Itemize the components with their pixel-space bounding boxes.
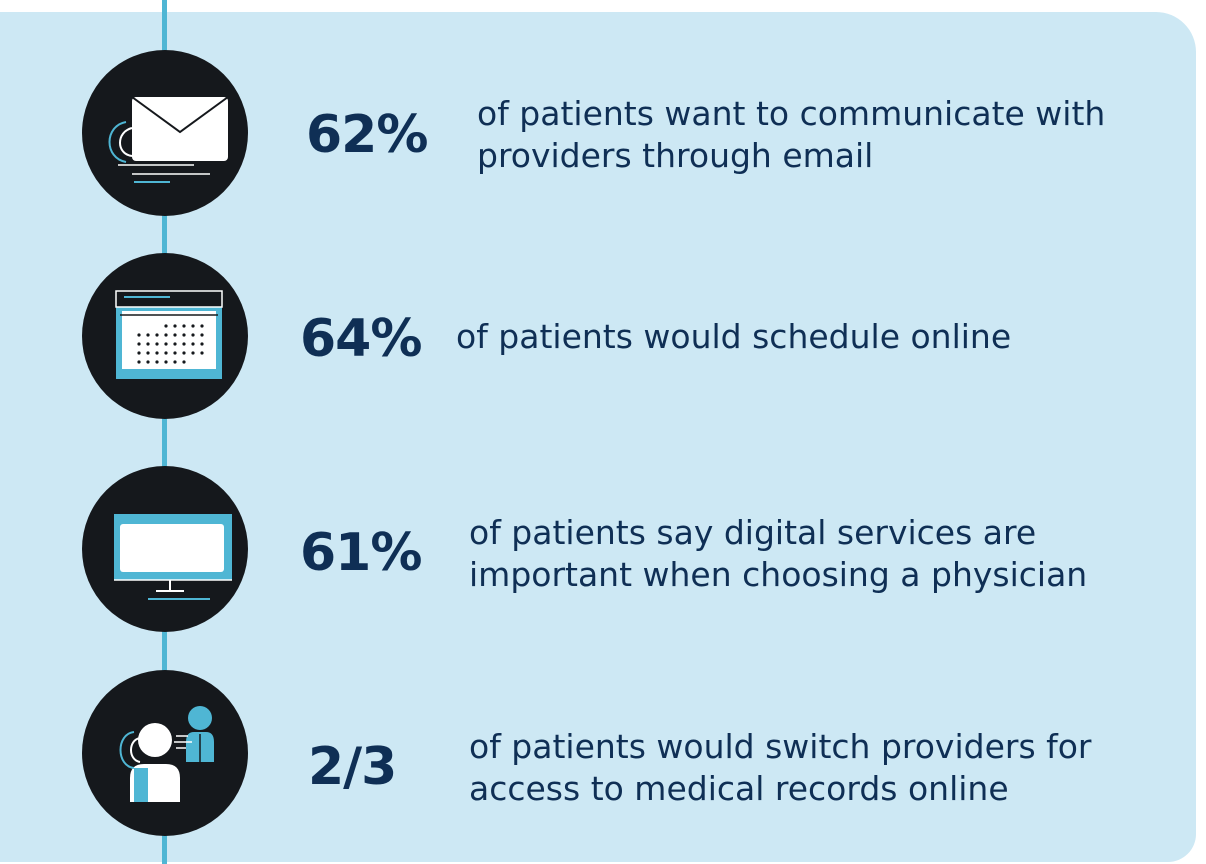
calendar-icon <box>115 290 223 379</box>
people-icon <box>119 706 214 802</box>
stat-value: 2/3 <box>308 737 397 797</box>
description-line: providers through email <box>477 136 874 175</box>
stat-description: of patients say digital services are imp… <box>469 512 1087 596</box>
email-icon <box>108 96 229 183</box>
stat-value: 64% <box>300 309 422 369</box>
stat-value: 61% <box>300 523 422 583</box>
description-line: of patients want to communicate with <box>477 94 1106 133</box>
description-line: important when choosing a physician <box>469 555 1088 594</box>
description-line: of patients would schedule online <box>456 317 1012 356</box>
calendar-circle <box>82 253 248 419</box>
people-circle <box>82 670 248 836</box>
monitor-icon <box>114 506 232 600</box>
stat-description: of patients want to communicate with pro… <box>477 93 1105 177</box>
stat-description: of patients would switch providers for a… <box>469 726 1092 810</box>
calendar-dots <box>137 324 204 364</box>
stat-description: of patients would schedule online <box>456 316 1011 358</box>
description-line: of patients would switch providers for <box>469 727 1092 766</box>
description-line: access to medical records online <box>469 769 1009 808</box>
timeline-line <box>162 0 167 864</box>
description-line: of patients say digital services are <box>469 513 1037 552</box>
stat-value: 62% <box>306 105 428 165</box>
email-circle <box>82 50 248 216</box>
monitor-circle <box>82 466 248 632</box>
